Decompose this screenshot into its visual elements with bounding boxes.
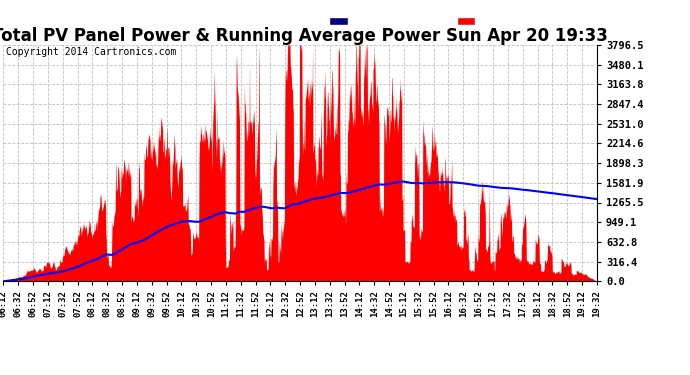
Legend: Average  (DC Watts), PV Panels  (DC Watts): Average (DC Watts), PV Panels (DC Watts) (328, 15, 592, 28)
Title: Total PV Panel Power & Running Average Power Sun Apr 20 19:33: Total PV Panel Power & Running Average P… (0, 27, 608, 45)
Text: Copyright 2014 Cartronics.com: Copyright 2014 Cartronics.com (6, 47, 176, 57)
